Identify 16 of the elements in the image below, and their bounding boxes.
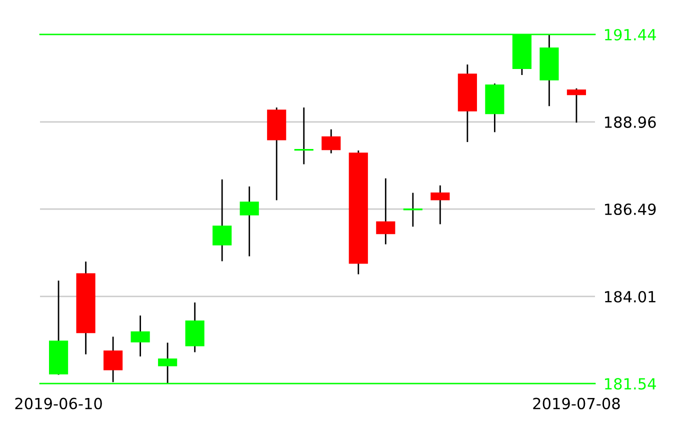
candlestick <box>130 314 150 358</box>
candlestick <box>322 128 341 154</box>
y-tick-label: 184.01 <box>605 290 656 303</box>
y-tick-label: 188.96 <box>605 116 656 128</box>
x-tick-label: 2019-06-10 <box>15 398 102 410</box>
y-tick-label: 186.49 <box>605 204 656 216</box>
candlestick <box>430 184 450 225</box>
y-tick-label: 191.44 <box>605 28 656 40</box>
candlestick <box>402 192 424 228</box>
candlestick <box>376 178 396 245</box>
candlestick <box>566 88 586 124</box>
candlestick <box>212 178 232 262</box>
x-tick-label: 2019-07-08 <box>533 398 620 410</box>
candlestick <box>104 336 123 383</box>
y-tick-label: 181.54 <box>605 378 656 390</box>
candlestick <box>240 186 259 257</box>
